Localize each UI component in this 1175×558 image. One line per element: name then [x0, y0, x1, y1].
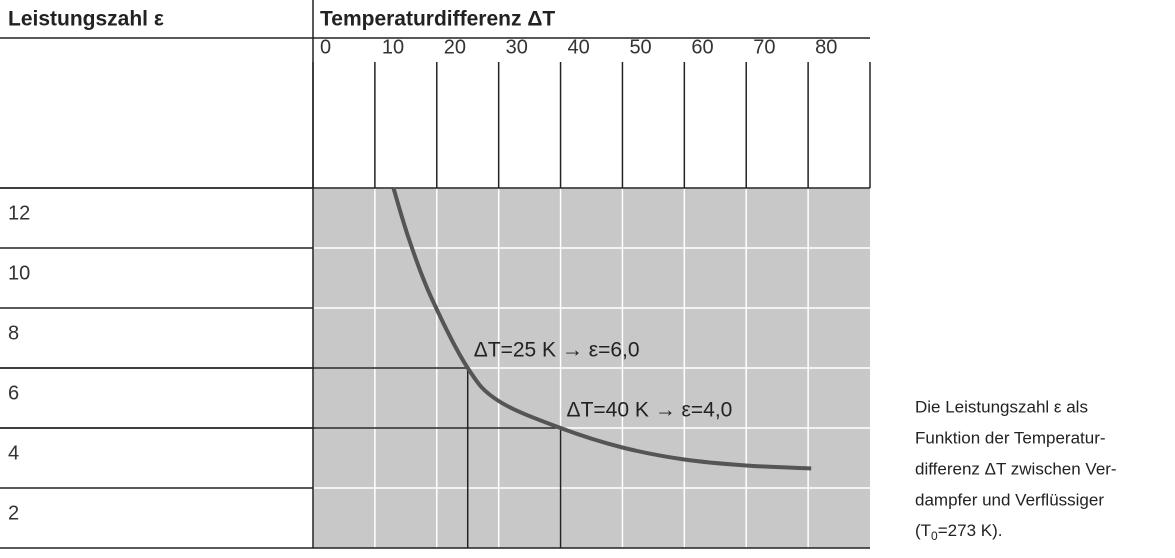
caption-line: Die Leistungszahl ε als — [915, 397, 1088, 416]
caption-text: =273 K). — [938, 521, 1003, 540]
y-tick-label: 6 — [8, 382, 19, 404]
x-tick-label: 30 — [506, 36, 528, 58]
y-tick-label: 4 — [8, 442, 19, 464]
x-tick-label: 70 — [753, 36, 775, 58]
annotation: ΔT=25 K → ε=6,0 — [474, 339, 640, 362]
x-tick-label: 20 — [444, 36, 466, 58]
y-axis-title: Leistungszahl ε — [8, 8, 164, 31]
x-tick-label: 0 — [320, 36, 331, 58]
annotation: ΔT=40 K → ε=4,0 — [567, 399, 733, 422]
x-tick-label: 50 — [629, 36, 651, 58]
y-tick-label: 8 — [8, 322, 19, 344]
caption-line: (T0=273 K). — [915, 521, 1002, 543]
caption-text: (T — [915, 521, 931, 540]
x-tick-label: 60 — [691, 36, 713, 58]
y-tick-label: 10 — [8, 262, 30, 284]
x-tick-label: 40 — [568, 36, 590, 58]
caption-subscript: 0 — [931, 529, 938, 543]
x-axis-title: Temperaturdifferenz ΔT — [320, 8, 555, 31]
caption-line: Funktion der Temperatur- — [915, 428, 1106, 447]
y-tick-label: 2 — [8, 502, 19, 524]
y-tick-label: 12 — [8, 202, 30, 224]
x-tick-label: 80 — [815, 36, 837, 58]
x-tick-label: 10 — [382, 36, 404, 58]
caption-line: dampfer und Verflüssiger — [915, 490, 1104, 509]
curve — [391, 187, 812, 471]
caption-line: differenz ΔT zwischen Ver- — [915, 459, 1117, 478]
